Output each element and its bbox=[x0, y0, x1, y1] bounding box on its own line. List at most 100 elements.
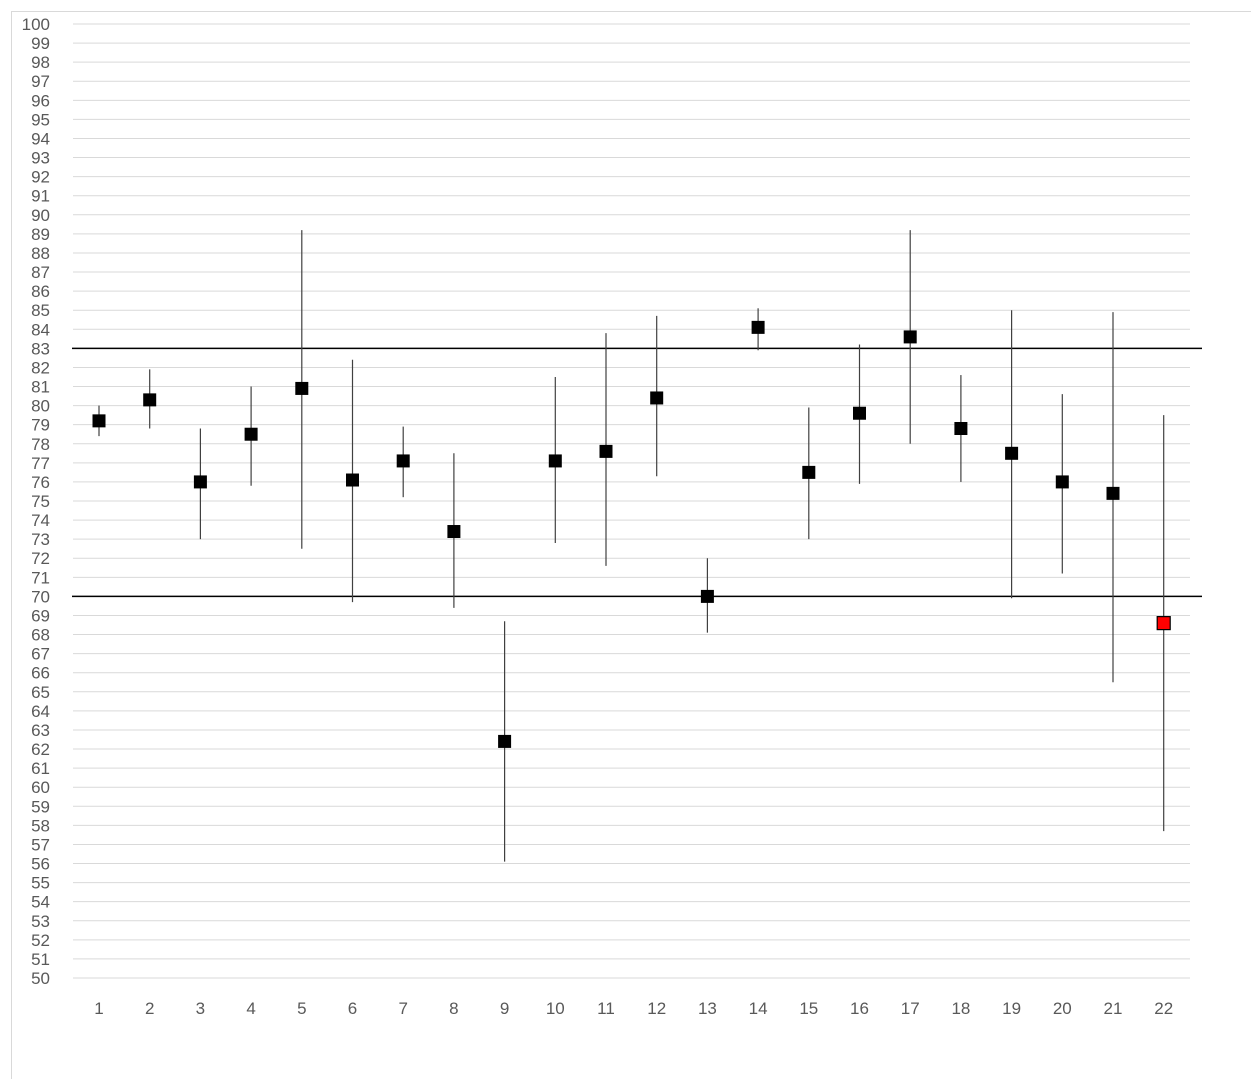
y-axis-tick-labels: 5051525354555657585960616263646566676869… bbox=[22, 15, 50, 988]
y-tick-label: 52 bbox=[31, 931, 50, 950]
x-tick-label: 20 bbox=[1053, 999, 1072, 1018]
x-tick-label: 2 bbox=[145, 999, 154, 1018]
y-tick-label: 57 bbox=[31, 835, 50, 854]
y-tick-label: 94 bbox=[31, 129, 50, 148]
data-point bbox=[1156, 616, 1171, 631]
x-tick-label: 15 bbox=[799, 999, 818, 1018]
data-point bbox=[193, 475, 207, 489]
data-point bbox=[143, 393, 157, 407]
data-point bbox=[802, 465, 816, 479]
y-tick-label: 96 bbox=[31, 91, 50, 110]
y-tick-label: 72 bbox=[31, 549, 50, 568]
data-point bbox=[853, 406, 866, 420]
x-tick-label: 16 bbox=[850, 999, 869, 1018]
data-point bbox=[498, 734, 512, 748]
y-tick-label: 71 bbox=[31, 568, 50, 587]
y-tick-label: 83 bbox=[31, 339, 50, 358]
data-point bbox=[1055, 475, 1069, 489]
y-tick-label: 56 bbox=[31, 855, 50, 874]
y-tick-label: 74 bbox=[31, 511, 50, 530]
x-tick-label: 18 bbox=[951, 999, 970, 1018]
x-tick-label: 4 bbox=[246, 999, 255, 1018]
y-tick-label: 91 bbox=[31, 187, 50, 206]
y-tick-label: 70 bbox=[31, 587, 50, 606]
y-tick-label: 64 bbox=[31, 702, 50, 721]
x-axis-tick-labels: 1 2 3 4 5 6 7 8 9 10 11 12 13 14 15 16 17 18 19 20 21 22 bbox=[94, 999, 1173, 1018]
data-point bbox=[396, 454, 410, 468]
x-tick-label: 7 bbox=[398, 999, 407, 1018]
data-point bbox=[447, 525, 461, 539]
y-tick-label: 54 bbox=[31, 893, 50, 912]
data-point bbox=[548, 454, 562, 468]
x-tick-label: 10 bbox=[546, 999, 565, 1018]
x-tick-label: 22 bbox=[1154, 999, 1173, 1018]
data-point bbox=[92, 414, 106, 428]
x-tick-label: 8 bbox=[449, 999, 458, 1018]
y-tick-label: 58 bbox=[31, 816, 50, 835]
y-tick-label: 92 bbox=[31, 168, 50, 187]
y-tick-label: 98 bbox=[31, 53, 50, 72]
y-tick-label: 53 bbox=[31, 912, 50, 931]
y-tick-label: 89 bbox=[31, 225, 50, 244]
y-tick-label: 50 bbox=[31, 969, 50, 988]
chart-frame: 50 51 52 53 54 55 56 57 58 59 60 61 62 63 64 65 66 67 68 69… bbox=[11, 11, 1251, 1079]
data-points bbox=[92, 320, 1171, 748]
y-tick-label: 73 bbox=[31, 530, 50, 549]
y-tick-label: 95 bbox=[31, 110, 50, 129]
y-tick-label: 63 bbox=[31, 721, 50, 740]
y-tick-label: 84 bbox=[31, 320, 50, 339]
y-tick-label: 76 bbox=[31, 473, 50, 492]
data-point bbox=[751, 320, 765, 334]
x-tick-label: 11 bbox=[597, 999, 615, 1018]
y-tick-label: 55 bbox=[31, 874, 50, 893]
data-point bbox=[346, 473, 359, 487]
y-tick-label: 82 bbox=[31, 358, 50, 377]
y-tick-label: 93 bbox=[31, 149, 50, 168]
y-tick-label: 88 bbox=[31, 244, 50, 263]
data-point bbox=[599, 444, 613, 458]
y-tick-label: 99 bbox=[31, 34, 50, 53]
y-tick-label: 66 bbox=[31, 664, 50, 683]
y-tick-label: 77 bbox=[31, 454, 50, 473]
y-tick-label: 87 bbox=[31, 263, 50, 282]
x-tick-label: 14 bbox=[749, 999, 768, 1018]
data-point bbox=[954, 421, 968, 435]
x-tick-label: 1 bbox=[94, 999, 103, 1018]
y-tick-label: 79 bbox=[31, 416, 50, 435]
data-point bbox=[1005, 446, 1019, 460]
y-tick-label: 80 bbox=[31, 397, 50, 416]
x-tick-label: 12 bbox=[647, 999, 666, 1018]
y-tick-label: 81 bbox=[31, 378, 50, 397]
data-point bbox=[1106, 486, 1120, 500]
error-bars bbox=[98, 230, 1165, 862]
y-tick-label: 90 bbox=[31, 206, 50, 225]
y-tick-label: 60 bbox=[31, 778, 50, 797]
scatter-chart: 5051525354555657585960616263646566676869… bbox=[22, 15, 1202, 1018]
x-tick-label: 17 bbox=[901, 999, 920, 1018]
x-tick-label: 5 bbox=[297, 999, 306, 1018]
y-tick-label: 100 bbox=[22, 15, 50, 34]
data-point bbox=[903, 330, 917, 344]
y-tick-label: 67 bbox=[31, 645, 50, 664]
x-tick-label: 19 bbox=[1002, 999, 1021, 1018]
y-tick-label: 51 bbox=[31, 950, 50, 969]
x-tick-label: 9 bbox=[500, 999, 509, 1018]
y-tick-label: 78 bbox=[31, 435, 50, 454]
y-tick-label: 97 bbox=[31, 72, 50, 91]
data-point bbox=[700, 589, 714, 603]
x-tick-label: 13 bbox=[698, 999, 717, 1018]
y-tick-label: 86 bbox=[31, 282, 50, 301]
data-point bbox=[244, 427, 258, 441]
y-tick-label: 59 bbox=[31, 797, 50, 816]
x-tick-label: 6 bbox=[348, 999, 357, 1018]
data-point bbox=[650, 391, 664, 405]
reference-lines bbox=[72, 347, 1202, 598]
y-tick-label: 69 bbox=[31, 606, 50, 625]
y-tick-label: 65 bbox=[31, 683, 50, 702]
gridlines bbox=[73, 23, 1190, 979]
y-tick-label: 75 bbox=[31, 492, 50, 511]
y-tick-label: 85 bbox=[31, 301, 50, 320]
y-tick-label: 68 bbox=[31, 626, 50, 645]
x-tick-label: 3 bbox=[196, 999, 205, 1018]
data-point bbox=[295, 381, 309, 395]
